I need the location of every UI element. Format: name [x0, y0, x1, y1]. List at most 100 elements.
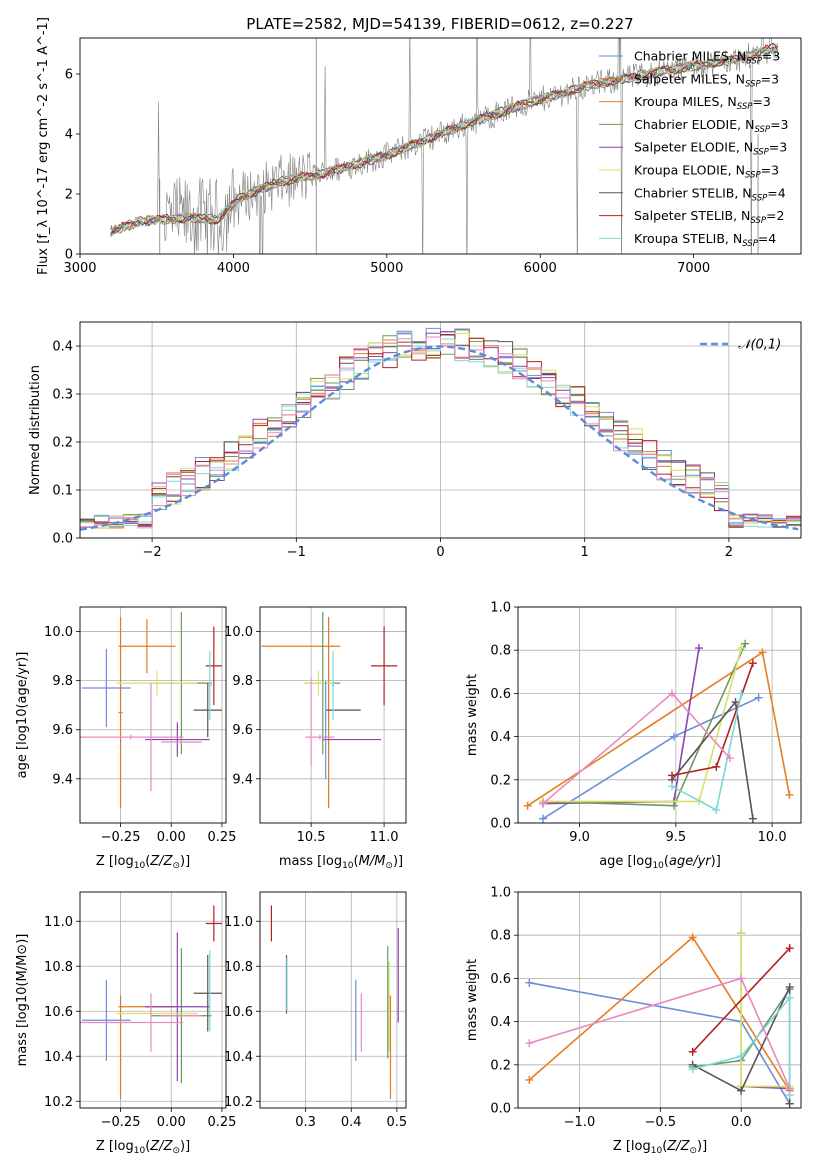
x-tick-label: 0: [436, 545, 444, 560]
y-tick-label: 11.0: [44, 915, 73, 930]
legend-sub: SSP: [753, 148, 769, 158]
weight-marker: [785, 983, 794, 992]
label-part: (: [354, 854, 359, 869]
label-part: (: [662, 1139, 667, 1154]
legend-tail: =3: [769, 140, 787, 155]
weight-marker: [523, 801, 532, 810]
weight-marker: [525, 978, 534, 987]
legend-label: Chabrier MILES, N: [634, 49, 746, 64]
y-axis-label: Normed distribution: [28, 365, 43, 495]
legend-sub: SSP: [737, 102, 753, 112]
histogram-series-8: [80, 336, 801, 529]
legend-tail: =3: [761, 71, 779, 86]
label-part: 10: [134, 861, 146, 871]
x-axis-label: age [log10(age/yr)]: [599, 854, 721, 871]
x-tick-label: 0.5: [387, 1115, 408, 1130]
legend-sub: SSP: [746, 57, 762, 67]
legend-tail: =4: [767, 185, 785, 200]
weight-marker: [785, 944, 794, 953]
x-tick-label: 9.5: [666, 830, 687, 845]
weight-marker: [688, 1047, 697, 1056]
x-axis-label: Z [log10(Z/Z⊙)]: [96, 854, 190, 871]
residuals-panel: −2 −1 0 1 2 0.0 0.1 0.2 0.3 0.4 Normed distributio…: [28, 321, 802, 560]
weight-marker: [539, 814, 548, 823]
label-part: ⊙: [689, 1146, 697, 1156]
label-part: (: [145, 854, 150, 869]
label-part: )]: [697, 1139, 707, 1154]
y-tick-label: 10.8: [44, 960, 73, 975]
x-tick-label: 1: [581, 545, 589, 560]
weight-marker: [748, 659, 757, 668]
label-part: Z/Z: [666, 1139, 690, 1154]
weight-vs-metallicity-panel: −1.0 −0.5 0.0 0.0 0.2 0.4 0.6 0.8 1.0 mass weight…: [465, 886, 802, 1156]
axes-frame: [79, 37, 802, 255]
x-tick-label: 2: [725, 545, 733, 560]
weight-marker: [748, 814, 757, 823]
y-tick-label: 0.6: [490, 972, 511, 987]
x-tick-label: −1: [287, 545, 306, 560]
y-tick-label: 9.6: [52, 723, 73, 738]
legend-label: Salpeter MILES, N: [634, 71, 745, 86]
y-tick-label: 4: [65, 128, 73, 143]
label-part: )]: [180, 854, 190, 869]
weight-marker: [669, 732, 678, 741]
label-part: M/M: [359, 854, 386, 869]
weight-marker: [669, 801, 678, 810]
weight-vs-age-panel: 9.0 9.5 10.0 0.0 0.2 0.4 0.6 0.8 1.0 mass weight a…: [465, 601, 802, 871]
x-tick-label: 9.0: [569, 830, 590, 845]
legend-label: Chabrier STELIB, N: [634, 185, 752, 200]
label-part: (: [145, 1139, 150, 1154]
x-tick-label: −1.0: [564, 1115, 596, 1130]
axes-frame: [79, 606, 227, 824]
legend-sub: SSP: [745, 79, 761, 89]
label-part: 10: [342, 861, 354, 871]
legend-label: 𝒩(0,1): [738, 338, 781, 353]
legend-entry: Kroupa MILES, NSSP=3: [634, 94, 771, 112]
weight-marker: [737, 689, 746, 698]
y-axis-label: Flux [f_λ 10^-17 erg cm^-2 s^-1 A^-1]: [36, 17, 51, 275]
label-part: 10: [134, 1146, 146, 1156]
y-tick-label: 0.4: [490, 730, 511, 745]
legend-sub: SSP: [742, 239, 758, 249]
weight-marker: [525, 1039, 534, 1048]
y-axis-label: mass weight: [465, 674, 480, 756]
y-tick-label: 10.6: [44, 1005, 73, 1020]
axes-frame: [259, 606, 407, 824]
label-part: Z/Z: [149, 854, 173, 869]
y-tick-label: 10.4: [44, 1050, 73, 1065]
age-vs-mass-panel: 10.5 11.0 9.4 9.6 9.8 10.0 mass [log10(M/M⊙)]: [224, 606, 407, 871]
weight-marker: [668, 689, 677, 698]
y-tick-label: 10.4: [224, 1050, 253, 1065]
weight-marker: [737, 1086, 746, 1095]
label-part: )]: [393, 854, 403, 869]
label-part: ⊙: [172, 1146, 180, 1156]
y-tick-label: 0.8: [490, 929, 511, 944]
x-tick-label: 0.25: [207, 830, 236, 845]
legend-entry: Chabrier ELODIE, NSSP=3: [634, 117, 789, 135]
x-tick-label: 0.00: [157, 1115, 186, 1130]
axes-frame: [517, 606, 802, 824]
label-part: age [log: [599, 854, 652, 869]
y-tick-label: 0.0: [490, 817, 511, 832]
y-axis-label: age [log10(age/yr)]: [15, 652, 30, 779]
x-tick-label: 6000: [524, 261, 557, 276]
gaussian-reference-line: [80, 345, 799, 531]
label-part: Z [log: [96, 854, 134, 869]
y-tick-label: 1.0: [490, 886, 511, 901]
weight-series-3: [542, 643, 746, 807]
label-part: (: [664, 854, 669, 869]
x-axis-label: mass [log10(M/M⊙)]: [279, 854, 403, 871]
axes-frame: [259, 891, 407, 1109]
legend-tail: =2: [766, 208, 784, 223]
weight-series-1: [528, 936, 791, 1092]
label-part: 10: [651, 1146, 663, 1156]
weight-marker: [785, 1099, 794, 1108]
x-axis-label: Z [log10(Z/Z⊙)]: [613, 1139, 707, 1156]
weight-marker: [668, 782, 677, 791]
x-tick-label: −0.25: [101, 830, 141, 845]
y-tick-label: 10.0: [44, 625, 73, 640]
figure-title: PLATE=2582, MJD=54139, FIBERID=0612, z=0…: [246, 15, 633, 33]
y-tick-label: 9.4: [232, 772, 253, 787]
legend-tail: =3: [761, 163, 779, 178]
